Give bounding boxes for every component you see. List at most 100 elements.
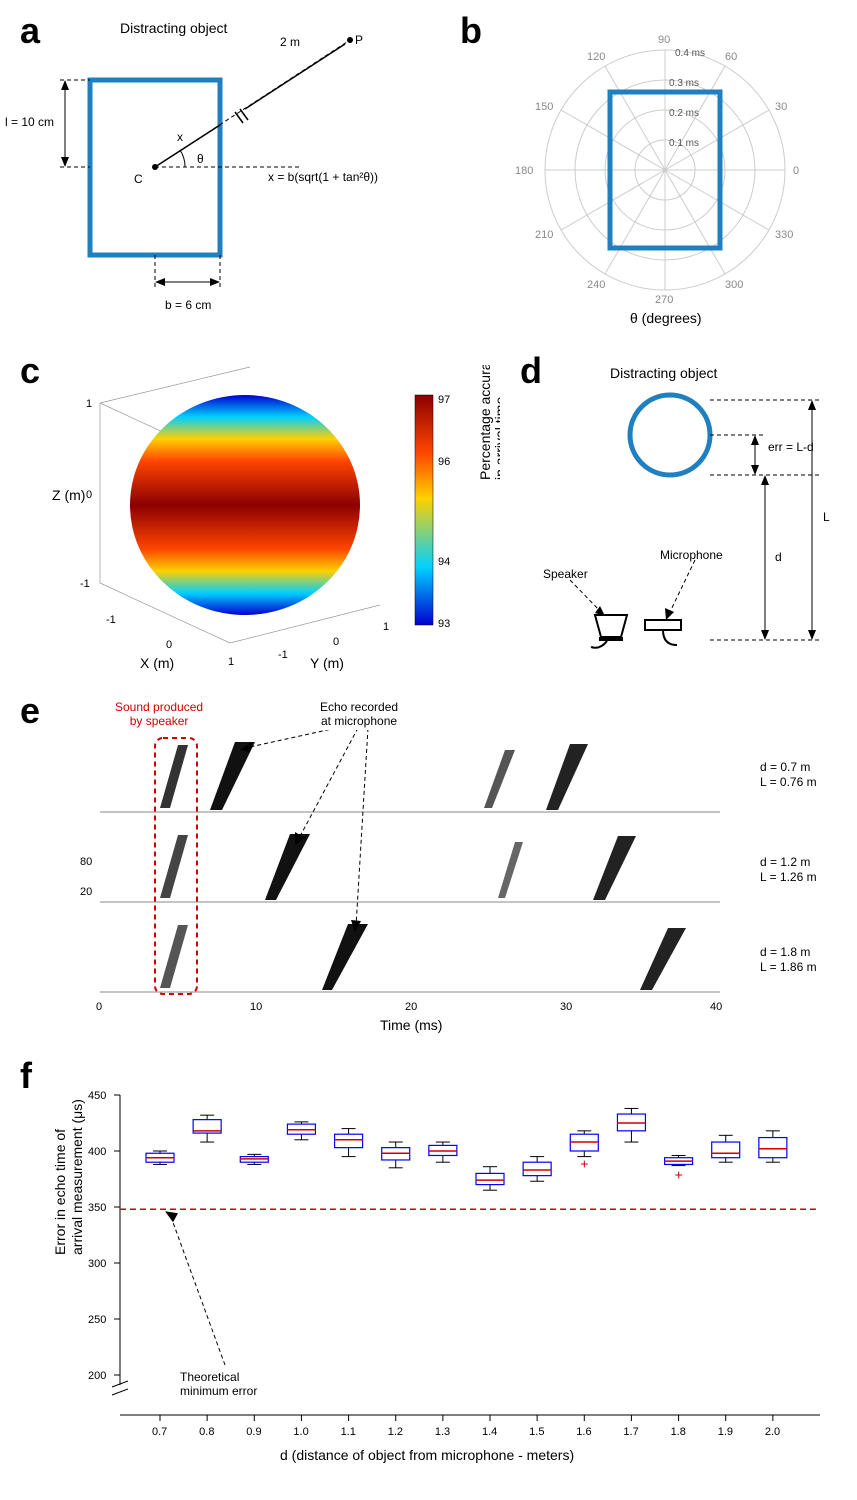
svg-text:0: 0	[333, 636, 339, 648]
panel-a-P: P	[355, 33, 363, 47]
svg-text:80: 80	[80, 856, 92, 868]
svg-text:Percentage accuracy: Percentage accuracy	[477, 365, 493, 480]
svg-text:10: 10	[250, 1001, 262, 1013]
panel-e-cond3-L: L = 1.86 m	[760, 960, 817, 974]
svg-text:2.0: 2.0	[765, 1426, 780, 1438]
panel-e-cond1-L: L = 0.76 m	[760, 775, 817, 789]
svg-text:1.0: 1.0	[293, 1426, 308, 1438]
panel-a-x: x	[177, 130, 183, 144]
svg-text:1.1: 1.1	[341, 1426, 356, 1438]
svg-text:Error in echo time of: Error in echo time of	[52, 1129, 68, 1255]
svg-text:in arrival time: in arrival time	[492, 397, 500, 480]
svg-text:270: 270	[655, 294, 673, 306]
svg-text:1: 1	[86, 398, 92, 410]
panel-e-cond3-d: d = 1.8 m	[760, 945, 810, 959]
panel-c-sphere: 1 0 -1 -1 0 1 -1 0 1 Z (m) X (m) Y (m) 9…	[50, 365, 500, 675]
svg-text:180: 180	[515, 165, 533, 177]
panel-d-diagram	[540, 380, 850, 670]
svg-text:90: 90	[658, 34, 670, 46]
panel-b-xlabel: θ (degrees)	[630, 310, 702, 326]
panel-a-C: C	[134, 172, 143, 186]
svg-text:40: 40	[710, 1001, 722, 1013]
svg-text:350: 350	[88, 1202, 106, 1214]
svg-text:97: 97	[438, 394, 450, 406]
svg-text:20: 20	[80, 886, 92, 898]
svg-text:1: 1	[383, 621, 389, 633]
svg-text:120: 120	[587, 51, 605, 63]
panel-b-polar: 0 30 60 90 120 150 180 210 240 270 300 3…	[490, 30, 840, 320]
svg-text:Z (m): Z (m)	[52, 487, 85, 503]
svg-text:d (distance of object from mic: d (distance of object from microphone - …	[280, 1447, 574, 1463]
svg-text:330: 330	[775, 229, 793, 241]
svg-text:96: 96	[438, 456, 450, 468]
panel-d-label: d	[520, 350, 542, 392]
panel-f-boxplot: 200250300350400450 0.70.80.91.01.11.21.3…	[50, 1075, 840, 1475]
svg-text:-1: -1	[106, 614, 116, 626]
svg-text:X (m): X (m)	[140, 655, 174, 671]
svg-text:30: 30	[560, 1001, 572, 1013]
panel-b-label: b	[460, 10, 482, 52]
svg-text:0: 0	[793, 165, 799, 177]
panel-a-2m: 2 m	[280, 35, 300, 49]
svg-text:1: 1	[228, 656, 234, 668]
svg-text:0: 0	[86, 489, 92, 501]
panel-a-label: a	[20, 10, 40, 52]
svg-text:94: 94	[438, 556, 450, 568]
svg-text:300: 300	[88, 1258, 106, 1270]
svg-text:0.4 ms: 0.4 ms	[675, 48, 705, 59]
svg-text:300: 300	[725, 279, 743, 291]
svg-text:1.6: 1.6	[576, 1426, 591, 1438]
panel-e-cond1-d: d = 0.7 m	[760, 760, 810, 774]
svg-text:150: 150	[535, 101, 553, 113]
svg-text:1.5: 1.5	[529, 1426, 544, 1438]
panel-d-title: Distracting object	[610, 365, 717, 381]
svg-text:1.4: 1.4	[482, 1426, 497, 1438]
panel-a-theta: θ	[197, 152, 204, 166]
svg-text:+: +	[580, 1155, 588, 1171]
svg-text:450: 450	[88, 1090, 106, 1102]
panel-c-label: c	[20, 350, 40, 392]
svg-text:0.1 ms: 0.1 ms	[669, 138, 699, 149]
svg-text:-1: -1	[80, 578, 90, 590]
panel-d-speaker: Speaker	[543, 567, 588, 581]
panel-d-mic: Microphone	[660, 548, 723, 562]
svg-text:1.7: 1.7	[623, 1426, 638, 1438]
svg-text:0: 0	[166, 639, 172, 651]
panel-d-err: err = L-d	[768, 440, 814, 454]
svg-text:1.2: 1.2	[388, 1426, 403, 1438]
svg-text:60: 60	[725, 51, 737, 63]
panel-e-spectrograms: 80 20 Frequency (kHz) 0 10 20 30 40 Time…	[60, 730, 800, 1040]
svg-text:+: +	[675, 1167, 683, 1183]
panel-d-L: L	[823, 510, 830, 524]
svg-text:Y (m): Y (m)	[310, 655, 344, 671]
panel-a-diagram	[40, 30, 440, 310]
svg-text:20: 20	[405, 1001, 417, 1013]
svg-text:0.7: 0.7	[152, 1426, 167, 1438]
panel-f-theo-label: Theoreticalminimum error	[180, 1370, 257, 1398]
svg-text:arrival measurement (μs): arrival measurement (μs)	[69, 1099, 85, 1255]
panel-e-cond2-L: L = 1.26 m	[760, 870, 817, 884]
svg-text:1.8: 1.8	[671, 1426, 686, 1438]
svg-text:1.3: 1.3	[435, 1426, 450, 1438]
panel-f-label: f	[20, 1055, 32, 1097]
svg-text:0.8: 0.8	[199, 1426, 214, 1438]
panel-a-b: b = 6 cm	[165, 298, 211, 312]
svg-text:0.3 ms: 0.3 ms	[669, 78, 699, 89]
svg-text:0.9: 0.9	[246, 1426, 261, 1438]
panel-e-echo-label: Echo recordedat microphone	[320, 700, 398, 728]
svg-text:-1: -1	[278, 649, 288, 661]
svg-text:250: 250	[88, 1314, 106, 1326]
panel-e-cond2-d: d = 1.2 m	[760, 855, 810, 869]
svg-text:30: 30	[775, 101, 787, 113]
svg-text:1.9: 1.9	[718, 1426, 733, 1438]
svg-text:210: 210	[535, 229, 553, 241]
panel-e-speaker-label: Sound producedby speaker	[115, 700, 203, 728]
svg-text:0.2 ms: 0.2 ms	[669, 108, 699, 119]
panel-a-formula: x = b(sqrt(1 + tan²θ))	[268, 170, 378, 184]
svg-text:200: 200	[88, 1370, 106, 1382]
svg-text:0: 0	[96, 1001, 102, 1013]
svg-text:240: 240	[587, 279, 605, 291]
svg-text:93: 93	[438, 618, 450, 630]
panel-e-label: e	[20, 690, 40, 732]
panel-a-l: l = 10 cm	[5, 115, 54, 129]
